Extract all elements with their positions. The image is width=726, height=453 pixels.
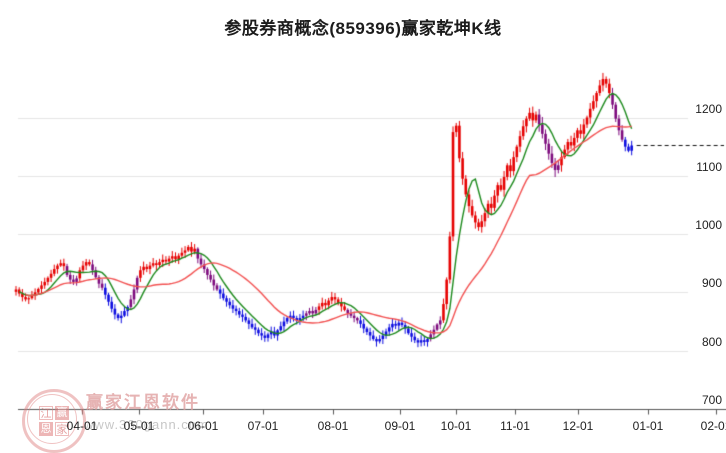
seal-char-grid: 江赢恩家 (38, 405, 70, 437)
watermark-url: www.360gann.com (84, 417, 209, 432)
seal-char: 江 (39, 406, 53, 420)
watermark-seal: 江赢恩家 (22, 389, 86, 453)
seal-char: 赢 (55, 406, 69, 420)
watermark-brand: 赢家江恩软件 (86, 393, 200, 412)
seal-char: 恩 (39, 422, 53, 436)
seal-char: 家 (55, 422, 69, 436)
seal-inner-ring (27, 394, 77, 444)
page-title: 参股券商概念(859396)赢家乾坤K线 (224, 19, 502, 38)
